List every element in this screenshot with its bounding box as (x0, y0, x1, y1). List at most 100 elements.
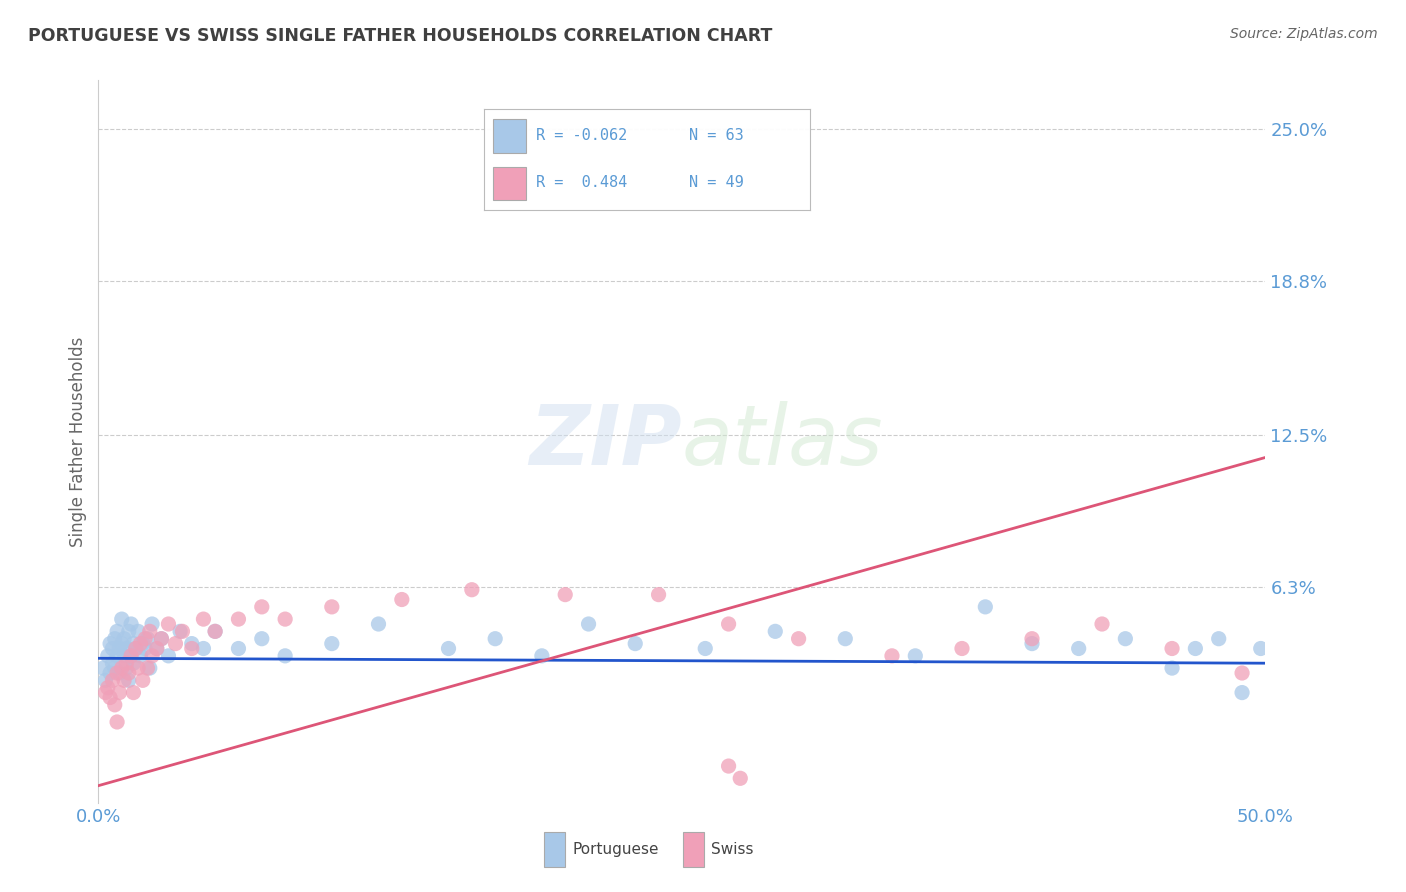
Point (193, 612, 215, 626)
Point (974, 599, 997, 614)
Point (1161, 661, 1184, 675)
Point (904, 648, 927, 663)
Point (461, 582, 484, 597)
Point (530, 648, 553, 663)
Point (115, 661, 138, 675)
Point (146, 641, 169, 656)
Point (228, 612, 250, 626)
Point (104, 661, 127, 675)
Point (97, 681, 120, 695)
Point (112, 673, 135, 688)
Point (787, 632, 810, 646)
Point (122, 637, 145, 651)
Point (105, 648, 128, 663)
Point (554, 588, 576, 602)
Point (134, 641, 156, 656)
Point (120, 617, 142, 632)
Point (134, 632, 156, 646)
Point (193, 641, 215, 656)
Point (165, 637, 187, 651)
Point (150, 632, 173, 646)
Text: PORTUGUESE VS SWISS SINGLE FATHER HOUSEHOLDS CORRELATION CHART: PORTUGUESE VS SWISS SINGLE FATHER HOUSEH… (28, 27, 772, 45)
Point (1067, 641, 1090, 656)
Point (391, 592, 413, 607)
Point (1021, 632, 1043, 646)
Point (105, 665, 128, 680)
Point (98, 665, 121, 680)
Point (115, 641, 138, 656)
Point (112, 632, 135, 646)
Point (1091, 617, 1114, 632)
Point (139, 661, 162, 675)
Y-axis label: Single Father Households: Single Father Households (69, 336, 87, 547)
Point (118, 624, 141, 639)
Point (204, 624, 226, 639)
Point (139, 624, 162, 639)
Point (111, 637, 134, 651)
Point (880, 648, 903, 663)
Point (125, 641, 148, 656)
Point (1208, 632, 1230, 646)
Point (127, 661, 149, 675)
Point (101, 673, 124, 688)
Point (250, 599, 273, 614)
Point (136, 632, 159, 646)
Point (98, 637, 121, 651)
Point (105, 714, 128, 729)
Point (150, 632, 173, 646)
Point (94, 673, 117, 688)
Point (129, 648, 152, 663)
Point (228, 641, 250, 656)
Point (132, 637, 155, 651)
Text: Source: ZipAtlas.com: Source: ZipAtlas.com (1230, 27, 1378, 41)
Point (118, 665, 141, 680)
Point (204, 624, 226, 639)
Point (647, 588, 669, 602)
Point (157, 648, 180, 663)
Point (157, 617, 180, 632)
Point (112, 648, 135, 663)
Point (180, 637, 202, 651)
Point (578, 617, 600, 632)
Point (717, 759, 740, 773)
Point (695, 641, 717, 656)
Point (141, 617, 163, 632)
Point (763, 624, 786, 639)
Point (1230, 665, 1253, 680)
Point (834, 632, 856, 646)
Text: ZIP: ZIP (529, 401, 682, 482)
Point (367, 617, 389, 632)
Point (274, 612, 297, 626)
Point (120, 648, 142, 663)
Point (1161, 641, 1184, 656)
Point (1184, 641, 1206, 656)
Point (94, 685, 117, 699)
Point (146, 641, 169, 656)
Point (169, 624, 191, 639)
Point (136, 661, 159, 675)
Point (120, 648, 142, 663)
Point (484, 632, 506, 646)
Point (1114, 632, 1136, 646)
Point (141, 648, 163, 663)
Point (132, 673, 155, 688)
Point (122, 685, 145, 699)
Point (321, 599, 343, 614)
Point (125, 641, 148, 656)
Point (104, 698, 127, 712)
Point (180, 641, 202, 656)
Point (104, 632, 127, 646)
Point (97, 648, 120, 663)
Point (624, 637, 647, 651)
Point (717, 617, 740, 632)
Point (115, 656, 138, 670)
Point (1021, 637, 1043, 651)
Point (1230, 685, 1253, 699)
Point (108, 685, 131, 699)
Point (105, 624, 128, 639)
Point (950, 641, 973, 656)
Point (172, 624, 194, 639)
Point (1250, 641, 1272, 656)
Point (321, 637, 343, 651)
Point (129, 637, 152, 651)
